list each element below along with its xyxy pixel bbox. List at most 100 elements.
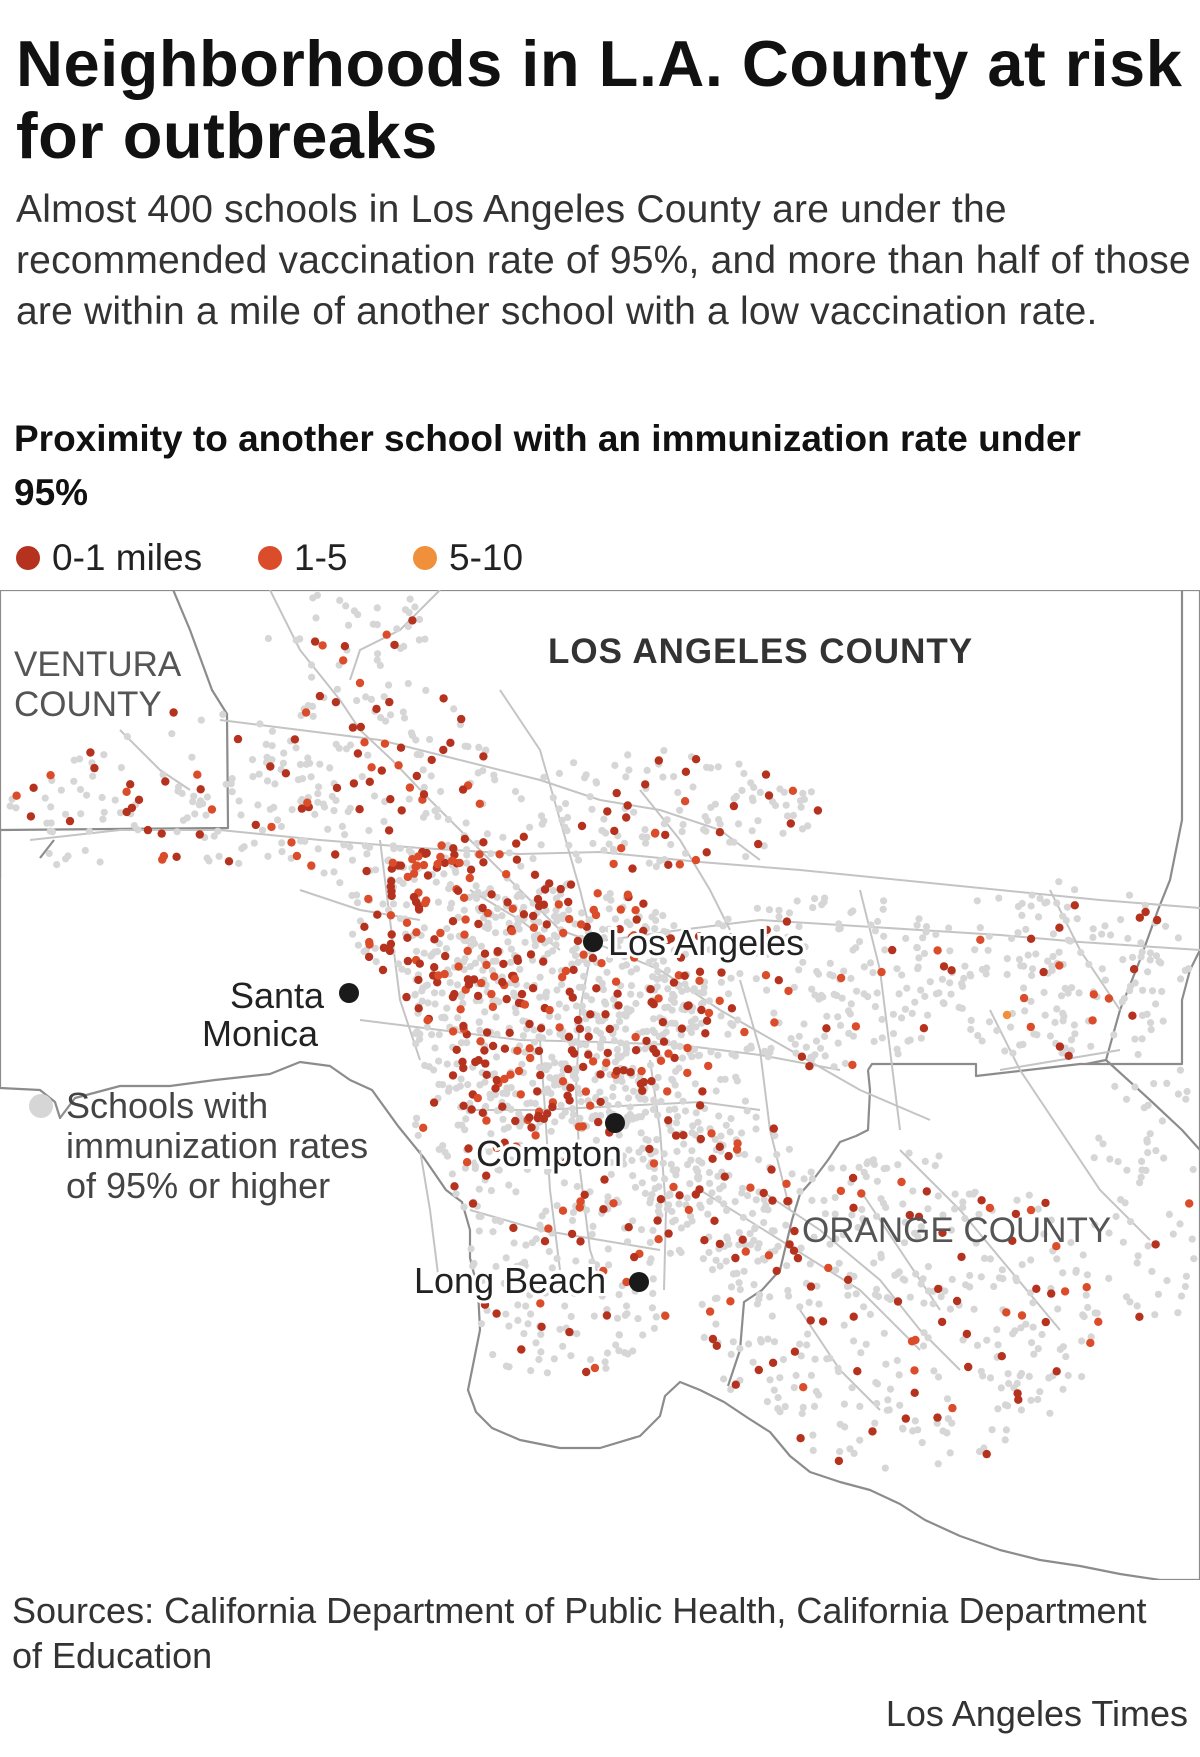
school-dot-gray-505 (446, 881, 454, 889)
school-dot-gray-1471 (1073, 915, 1081, 923)
school-dot-gray-302 (463, 1039, 471, 1047)
school-dot-red-147 (473, 1093, 482, 1103)
school-dot-gray-1263 (752, 975, 760, 983)
school-dot-gray-31 (597, 1111, 605, 1120)
school-dot-gray-2005 (729, 1270, 738, 1278)
school-dot-red-187 (542, 920, 551, 929)
school-dot-gray-1305 (920, 949, 929, 958)
school-dot-red-409 (680, 971, 689, 980)
school-dot-red-553 (577, 821, 587, 831)
school-dot-gray-1327 (898, 1014, 906, 1022)
school-dot-gray-1411 (985, 932, 993, 940)
school-dot-gray-1175 (799, 1403, 807, 1411)
school-dot-gray-948 (1002, 1426, 1011, 1434)
school-dot-gray-1936 (740, 1267, 748, 1275)
school-dot-red-270 (696, 1134, 705, 1144)
school-dot-gray-1372 (1046, 1032, 1054, 1040)
school-dot-gray-347 (659, 957, 668, 965)
school-dot-gray-2002 (649, 1226, 657, 1234)
school-dot-red-165 (506, 1070, 515, 1079)
school-dot-gray-1916 (1136, 1179, 1144, 1187)
school-dot-red-412 (836, 973, 846, 983)
school-dot-gray-536 (460, 906, 468, 914)
school-dot-gray-806 (533, 1282, 541, 1290)
school-dot-gray-1022 (1025, 1191, 1033, 1199)
school-dot-gray-203 (481, 1008, 489, 1016)
school-dot-gray-904 (835, 1259, 843, 1267)
school-dot-red-551 (664, 860, 673, 869)
school-dot-gray-883 (959, 1198, 967, 1206)
school-dot-red-450 (397, 806, 406, 815)
school-dot-red-232 (379, 943, 389, 952)
school-dot-gray-876 (588, 1230, 596, 1238)
school-dot-gray-515 (396, 844, 404, 852)
school-dot-gray-63 (443, 1060, 451, 1068)
school-dot-gray-60 (431, 1044, 439, 1052)
school-dot-red-483 (414, 852, 423, 861)
school-dot-gray-1913 (1163, 1277, 1171, 1285)
school-dot-gray-1460 (1068, 984, 1076, 992)
school-dot-red-421 (976, 935, 985, 944)
school-dot-gray-1397 (978, 1037, 986, 1045)
school-dot-red-217 (437, 841, 446, 850)
school-dot-gray-285 (440, 1013, 448, 1021)
school-dot-gray-2024 (499, 1089, 507, 1097)
school-dot-gray-1415 (1117, 916, 1125, 924)
school-dot-gray-1167 (836, 1420, 844, 1428)
school-dot-gray-220 (516, 965, 524, 973)
school-dot-gray-1980 (770, 1227, 778, 1235)
school-dot-gray-1637 (189, 798, 197, 806)
school-dot-gray-1335 (802, 1043, 810, 1051)
school-dot-gray-1470 (1085, 960, 1093, 968)
school-dot-gray-2036 (482, 1102, 490, 1111)
school-dot-red-173 (545, 879, 554, 888)
school-dot-red-287 (599, 1205, 608, 1214)
school-dot-gray-1899 (1105, 1274, 1113, 1282)
school-dot-gray-1644 (262, 740, 270, 748)
school-dot-red-417 (1141, 907, 1150, 917)
school-dot-gray-831 (615, 1331, 623, 1339)
school-dot-gray-1417 (1006, 1023, 1015, 1031)
school-dot-gray-1923 (1126, 1298, 1134, 1306)
school-dot-gray-84 (627, 990, 635, 998)
school-dot-gray-569 (596, 1044, 605, 1052)
school-dot-gray-1783 (511, 787, 520, 796)
school-dot-red-261 (653, 1216, 662, 1225)
school-dot-gray-286 (620, 953, 629, 961)
school-dot-gray-215 (475, 1018, 483, 1026)
school-dot-gray-1737 (373, 604, 381, 612)
school-dot-gray-1491 (1062, 916, 1070, 924)
school-dot-gray-983 (774, 1394, 782, 1402)
school-dot-gray-108 (626, 1103, 634, 1111)
school-dot-gray-713 (707, 1048, 715, 1056)
school-dot-gray-134 (632, 999, 640, 1008)
school-dot-gray-1606 (405, 846, 413, 854)
school-dot-gray-1176 (805, 1298, 813, 1306)
school-dot-gray-1870 (598, 827, 606, 835)
school-dot-red-323 (934, 1284, 943, 1294)
legend-label-0-1-miles: 0-1 miles (52, 537, 203, 578)
school-dot-red-384 (985, 1203, 995, 1213)
school-dot-gray-931 (852, 1290, 860, 1298)
school-dot-gray-999 (966, 1271, 974, 1280)
school-dot-gray-721 (668, 1075, 676, 1083)
school-dot-red-51 (593, 889, 602, 898)
school-dot-gray-2030 (444, 1087, 453, 1095)
school-dot-red-555 (1135, 1312, 1144, 1321)
school-dot-gray-1136 (1010, 1384, 1018, 1392)
school-dot-gray-871 (535, 1288, 544, 1296)
school-dot-gray-2046 (471, 1164, 479, 1173)
school-dot-red-448 (380, 739, 390, 748)
school-dot-gray-1318 (811, 1051, 819, 1059)
school-dot-gray-684 (641, 1108, 650, 1116)
school-dot-gray-369 (636, 991, 644, 999)
school-dot-gray-1399 (1152, 1000, 1160, 1008)
school-dot-gray-1334 (847, 974, 855, 983)
school-dot-gray-1907 (1091, 1221, 1099, 1229)
school-dot-gray-1853 (611, 761, 619, 769)
school-dot-red-410 (717, 968, 726, 977)
school-dot-red-345 (910, 1388, 919, 1397)
school-dot-red-302 (567, 1229, 577, 1239)
freeway-4 (379, 839, 421, 1061)
school-dot-red-106 (534, 1046, 544, 1056)
